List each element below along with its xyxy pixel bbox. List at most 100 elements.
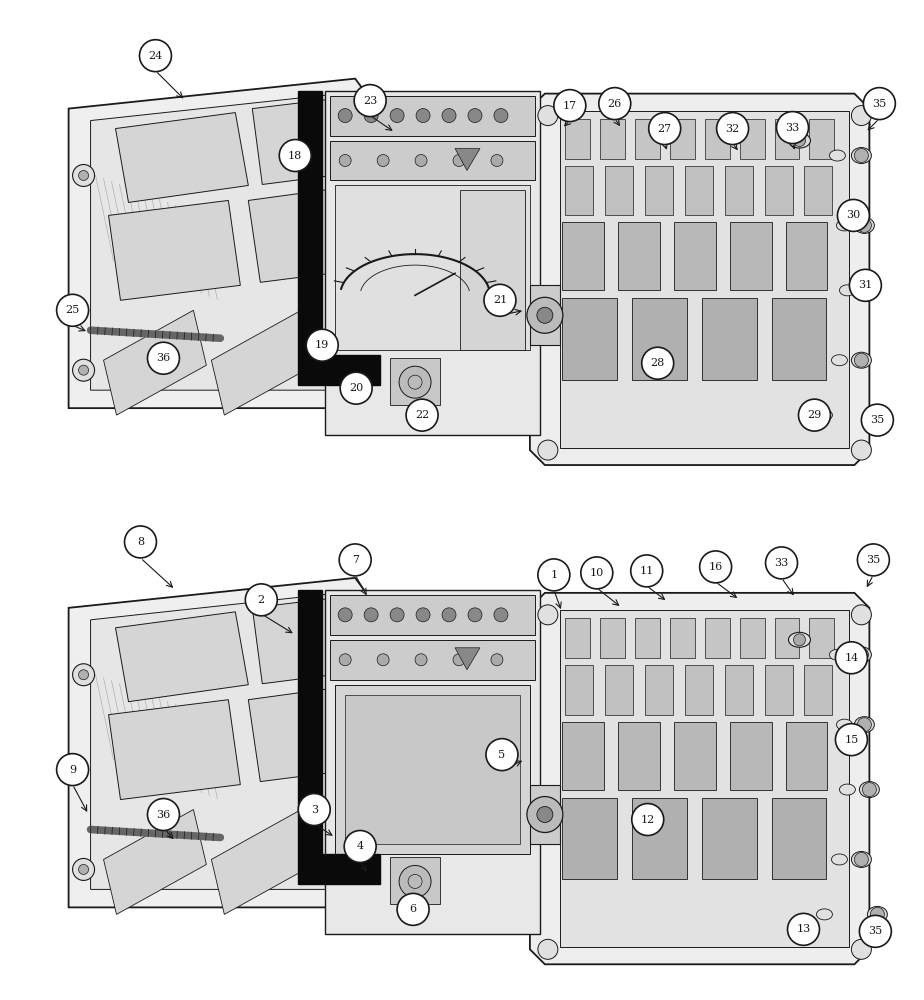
Polygon shape — [774, 618, 799, 658]
Text: 26: 26 — [608, 99, 622, 109]
Polygon shape — [562, 222, 603, 290]
Text: 27: 27 — [658, 124, 672, 134]
Polygon shape — [529, 593, 869, 964]
Circle shape — [717, 113, 748, 145]
Circle shape — [416, 608, 430, 622]
Ellipse shape — [851, 647, 871, 663]
Ellipse shape — [830, 649, 845, 660]
Polygon shape — [249, 685, 371, 782]
Text: 1: 1 — [551, 570, 557, 580]
Ellipse shape — [859, 782, 880, 798]
Text: 9: 9 — [69, 765, 76, 775]
Polygon shape — [455, 648, 480, 670]
Text: 32: 32 — [725, 124, 740, 134]
Polygon shape — [724, 665, 752, 715]
Ellipse shape — [788, 133, 810, 148]
Circle shape — [870, 907, 884, 921]
Circle shape — [415, 155, 427, 167]
Circle shape — [538, 106, 558, 126]
Text: 21: 21 — [492, 295, 507, 305]
Circle shape — [377, 654, 389, 666]
Polygon shape — [605, 665, 633, 715]
Polygon shape — [560, 111, 849, 448]
Polygon shape — [705, 618, 730, 658]
Text: 31: 31 — [858, 280, 872, 290]
Circle shape — [798, 399, 831, 431]
Circle shape — [442, 109, 456, 123]
Circle shape — [397, 893, 429, 925]
Polygon shape — [618, 222, 660, 290]
Circle shape — [377, 155, 389, 167]
Circle shape — [855, 648, 869, 662]
Polygon shape — [455, 149, 480, 170]
Circle shape — [79, 670, 89, 680]
Polygon shape — [390, 358, 440, 405]
Text: 33: 33 — [785, 123, 799, 133]
Circle shape — [491, 654, 503, 666]
Circle shape — [857, 218, 871, 232]
Circle shape — [246, 584, 277, 616]
Polygon shape — [674, 722, 715, 790]
Circle shape — [79, 365, 89, 375]
Circle shape — [857, 718, 871, 732]
Circle shape — [298, 794, 330, 826]
Polygon shape — [645, 665, 673, 715]
Polygon shape — [298, 91, 380, 385]
Circle shape — [364, 109, 378, 123]
Ellipse shape — [851, 148, 871, 164]
Ellipse shape — [832, 355, 847, 366]
Text: 35: 35 — [872, 99, 886, 109]
Polygon shape — [319, 310, 422, 415]
Text: 10: 10 — [590, 568, 604, 578]
Text: 35: 35 — [867, 555, 881, 565]
Polygon shape — [774, 119, 799, 159]
Circle shape — [855, 149, 869, 163]
Polygon shape — [325, 590, 540, 934]
Polygon shape — [460, 190, 525, 350]
Text: 28: 28 — [650, 358, 665, 368]
Polygon shape — [91, 94, 425, 390]
Ellipse shape — [855, 717, 874, 733]
Circle shape — [125, 526, 156, 558]
Circle shape — [56, 754, 89, 786]
Text: 25: 25 — [66, 305, 79, 315]
Polygon shape — [618, 722, 660, 790]
Ellipse shape — [859, 282, 880, 298]
Polygon shape — [562, 722, 603, 790]
Circle shape — [632, 804, 663, 835]
Circle shape — [794, 135, 806, 147]
Text: 14: 14 — [845, 653, 858, 663]
Polygon shape — [565, 665, 593, 715]
Circle shape — [73, 359, 94, 381]
Ellipse shape — [851, 352, 871, 368]
Circle shape — [537, 807, 553, 823]
Text: 20: 20 — [349, 383, 363, 393]
Ellipse shape — [817, 909, 833, 920]
Text: 7: 7 — [352, 555, 359, 565]
Circle shape — [851, 440, 871, 460]
Polygon shape — [685, 166, 712, 215]
Polygon shape — [91, 593, 425, 889]
Circle shape — [79, 864, 89, 874]
Circle shape — [344, 831, 376, 862]
Polygon shape — [330, 96, 535, 136]
Polygon shape — [635, 618, 660, 658]
Ellipse shape — [851, 851, 871, 867]
Polygon shape — [701, 298, 757, 380]
Polygon shape — [705, 119, 730, 159]
Polygon shape — [529, 285, 560, 345]
Circle shape — [338, 109, 352, 123]
Circle shape — [453, 155, 465, 167]
Polygon shape — [785, 722, 828, 790]
Text: 8: 8 — [137, 537, 144, 547]
Text: 33: 33 — [774, 558, 789, 568]
Polygon shape — [108, 700, 240, 800]
Circle shape — [538, 559, 570, 591]
Text: 35: 35 — [870, 415, 884, 425]
Circle shape — [859, 915, 892, 947]
Text: 16: 16 — [709, 562, 723, 572]
Circle shape — [148, 342, 179, 374]
Polygon shape — [739, 119, 764, 159]
Circle shape — [766, 547, 797, 579]
Polygon shape — [645, 166, 673, 215]
